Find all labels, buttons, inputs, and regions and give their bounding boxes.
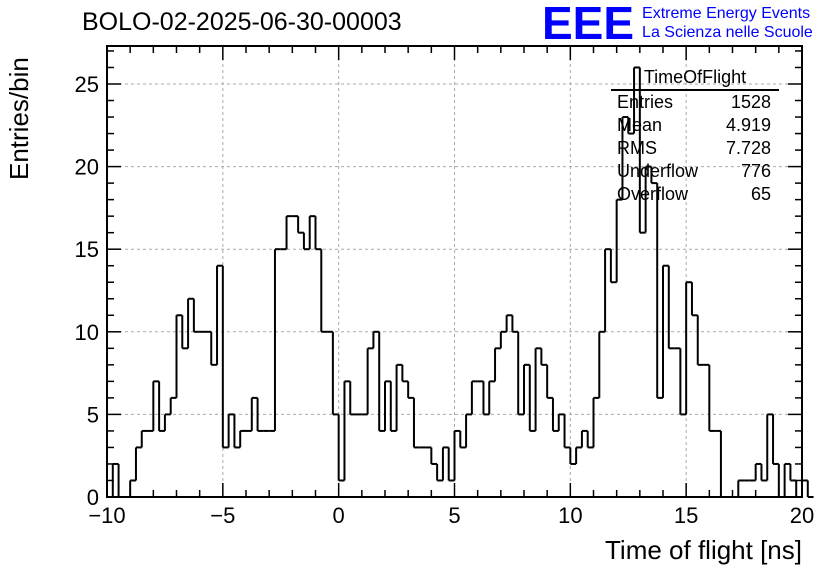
stats-row-entries: Entries 1528: [611, 91, 779, 114]
brand-logo-block: EEE Extreme Energy Events La Scienza nel…: [542, 0, 813, 46]
y-tick-label: 20: [75, 155, 99, 180]
stats-value: 7.728: [725, 138, 771, 158]
brand-text: Extreme Energy Events La Scienza nelle S…: [642, 4, 813, 42]
x-tick-label: 15: [674, 503, 698, 528]
axis-ticks: [106, 46, 803, 498]
y-tick-label: 15: [75, 237, 99, 262]
stats-label: Underflow: [617, 161, 699, 181]
brand-line-1: Extreme Energy Events: [642, 5, 811, 22]
stats-row-underflow: Underflow 776: [611, 160, 779, 183]
stats-box: TimeOfFlight Entries 1528 Mean 4.919 RMS…: [611, 67, 779, 206]
stats-value: 1528: [730, 92, 771, 112]
tick-labels: −10 −5 0 5 10 15 20 0 5 10 15 20 25: [75, 72, 815, 528]
y-tick-label: 5: [87, 402, 99, 427]
stats-row-mean: Mean 4.919: [611, 114, 779, 137]
stats-value: 65: [750, 184, 771, 204]
stats-title: TimeOfFlight: [611, 67, 779, 91]
stats-label: Mean: [617, 115, 663, 135]
x-tick-label: 0: [333, 503, 345, 528]
histogram: [107, 66, 814, 498]
stats-row-rms: RMS 7.728: [611, 137, 779, 160]
x-tick-label: 5: [448, 503, 460, 528]
y-tick-label: 0: [87, 485, 99, 510]
brand-line-2: La Scienza nelle Scuole: [642, 24, 813, 41]
stats-label: RMS: [617, 138, 657, 158]
stats-row-overflow: Overflow 65: [611, 183, 779, 206]
run-title: BOLO-02-2025-06-30-00003: [82, 8, 402, 36]
stats-label: Overflow: [617, 184, 689, 204]
x-tick-label: −5: [210, 503, 235, 528]
stats-value: 776: [740, 161, 771, 181]
x-axis-label: Time of flight [ns]: [605, 535, 802, 565]
y-axis-label: Entries/bin: [4, 57, 34, 180]
y-tick-label: 10: [75, 320, 99, 345]
eee-logo: EEE: [542, 0, 635, 49]
x-tick-label: 20: [790, 503, 814, 528]
y-tick-label: 25: [75, 72, 99, 97]
stats-label: Entries: [617, 92, 674, 112]
x-tick-label: −10: [88, 503, 125, 528]
x-tick-label: 10: [558, 503, 582, 528]
stats-value: 4.919: [725, 115, 771, 135]
